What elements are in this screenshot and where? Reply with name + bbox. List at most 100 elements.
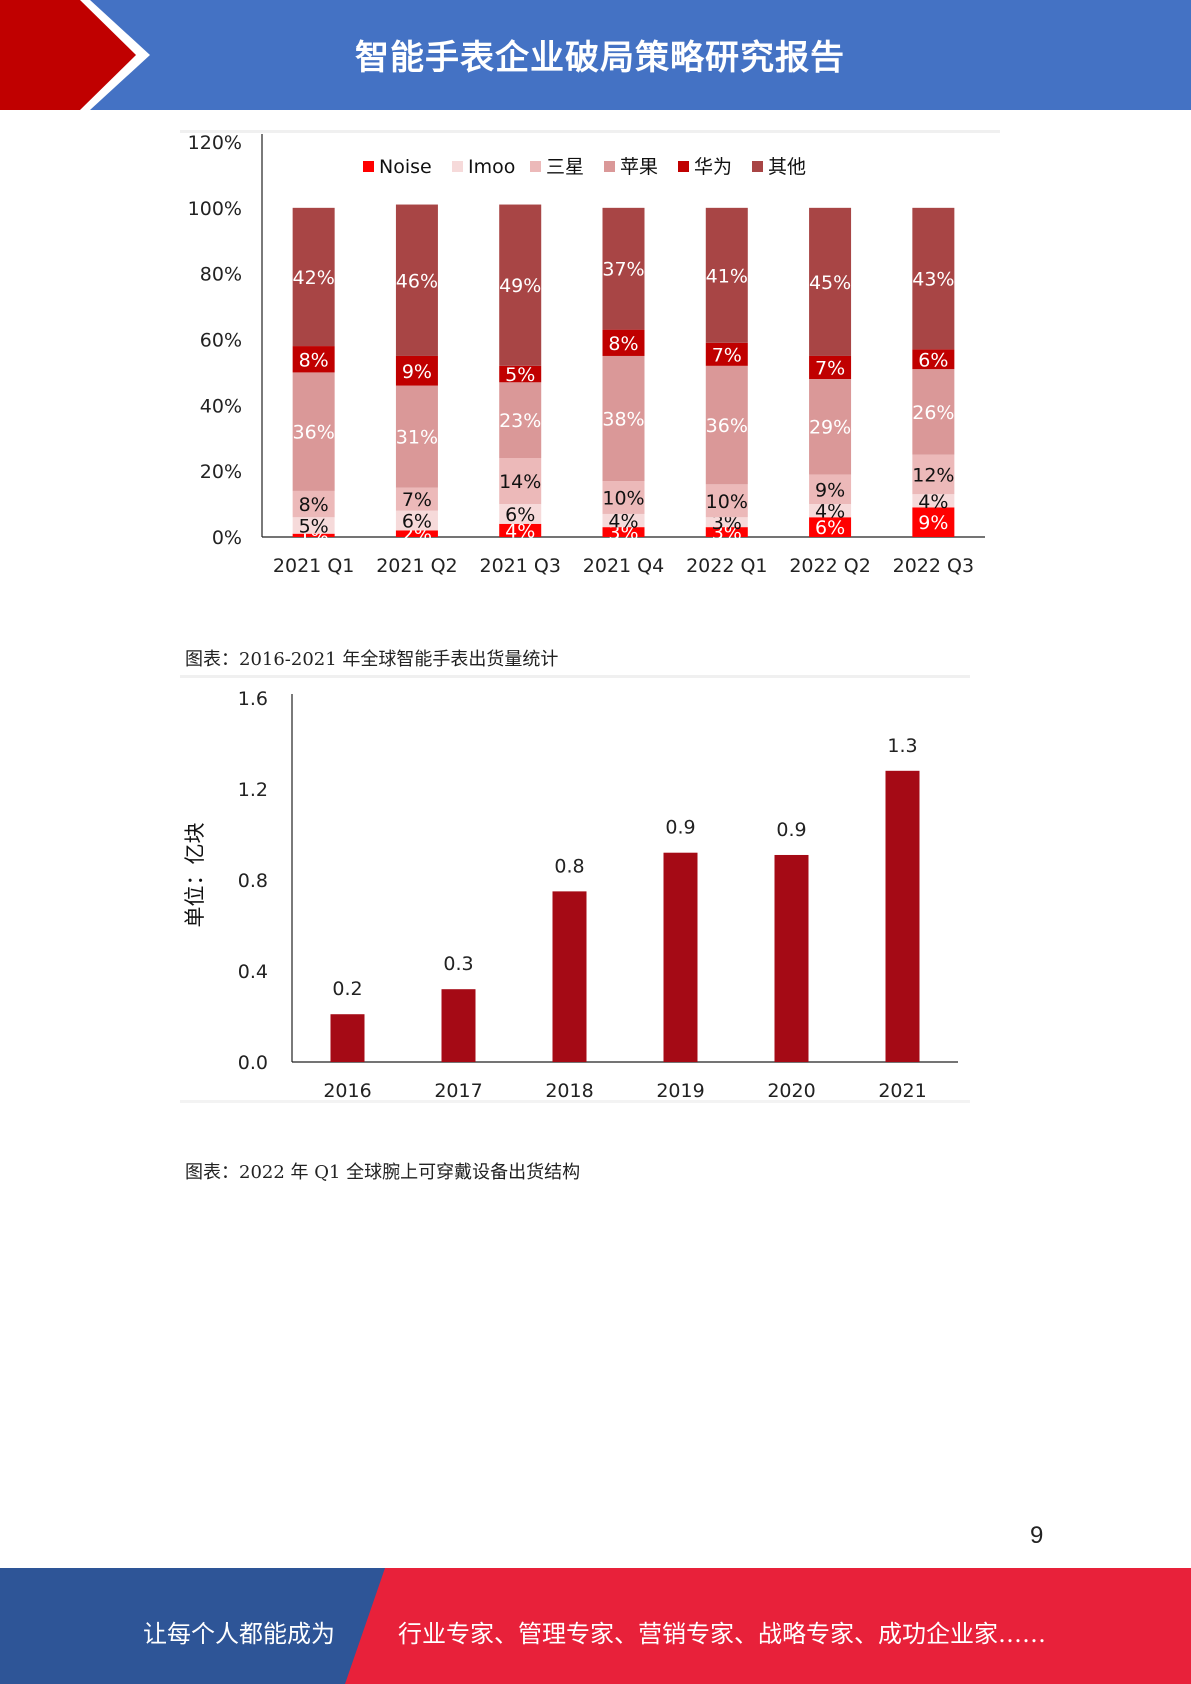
bar-segment xyxy=(705,517,748,528)
x-tick-label: 2021 xyxy=(878,1080,926,1102)
x-tick-label: 2022 Q1 xyxy=(686,555,767,577)
page-header: 智能手表企业破局策略研究报告 xyxy=(0,0,1191,110)
bar-segment xyxy=(395,487,438,511)
bar-segment xyxy=(395,385,438,488)
data-label: 31% xyxy=(396,427,438,449)
data-label: 9% xyxy=(815,479,845,501)
x-tick-label: 2022 Q3 xyxy=(893,555,974,577)
data-label: 37% xyxy=(602,259,644,281)
bar-segment xyxy=(292,207,335,347)
bar-segment xyxy=(809,504,852,518)
data-label: 43% xyxy=(912,269,954,291)
data-label: 41% xyxy=(706,265,748,287)
bar-segment xyxy=(912,349,955,370)
chart-top-border xyxy=(180,130,1000,133)
legend-label: 苹果 xyxy=(620,156,658,178)
value-label: 1.3 xyxy=(887,735,917,757)
y-tick-label: 0.4 xyxy=(238,961,268,983)
y-tick-label: 80% xyxy=(200,264,242,286)
x-tick-label: 2016 xyxy=(323,1080,371,1102)
bar xyxy=(330,1014,365,1062)
bar-segment xyxy=(499,204,542,366)
data-label: 12% xyxy=(912,464,954,486)
data-label: 23% xyxy=(499,410,541,432)
data-label: 36% xyxy=(293,422,335,444)
value-label: 0.3 xyxy=(443,953,473,975)
bar-segment xyxy=(912,207,955,350)
legend-swatch xyxy=(452,161,463,172)
bar-segment xyxy=(499,458,542,505)
header-arrow-decoration xyxy=(0,0,150,110)
y-tick-label: 60% xyxy=(200,330,242,352)
bar-segment xyxy=(395,355,438,386)
y-tick-label: 0.8 xyxy=(238,870,268,892)
y-tick-label: 0.0 xyxy=(238,1052,268,1074)
caption-wearables-structure: 图表：2022 年 Q1 全球腕上可穿戴设备出货结构 xyxy=(185,1162,581,1183)
bar-segment xyxy=(602,355,645,482)
bar-segment xyxy=(705,365,748,485)
page-number: 9 xyxy=(1030,1522,1044,1549)
bar xyxy=(774,854,809,1062)
bar-segment xyxy=(705,207,748,343)
y-tick-label: 40% xyxy=(200,395,242,417)
x-tick-label: 2019 xyxy=(656,1080,704,1102)
bar-segment xyxy=(395,510,438,531)
bar-segment xyxy=(395,530,438,537)
data-label: 38% xyxy=(602,409,644,431)
bar-segment xyxy=(292,372,335,491)
data-label: 3% xyxy=(608,522,638,544)
data-label: 10% xyxy=(602,488,644,510)
bar xyxy=(441,989,476,1062)
x-tick-label: 2017 xyxy=(434,1080,482,1102)
data-label: 46% xyxy=(396,270,438,292)
bar xyxy=(552,891,587,1062)
x-tick-label: 2021 Q4 xyxy=(583,555,664,577)
bar-segment xyxy=(705,484,748,518)
data-label: 4% xyxy=(918,491,948,513)
y-tick-label: 1.2 xyxy=(238,779,268,801)
legend-swatch xyxy=(752,161,763,172)
y-tick-label: 20% xyxy=(200,461,242,483)
report-title: 智能手表企业破局策略研究报告 xyxy=(355,38,845,78)
data-label: 8% xyxy=(608,333,638,355)
value-label: 0.8 xyxy=(554,855,584,877)
data-label: 7% xyxy=(815,357,845,379)
data-label: 6% xyxy=(918,349,948,371)
data-label: 49% xyxy=(499,275,541,297)
bar-segment xyxy=(809,355,852,379)
data-label: 26% xyxy=(912,402,954,424)
bar-segment xyxy=(809,517,852,537)
bar-segment xyxy=(705,527,748,537)
x-tick-label: 2021 Q3 xyxy=(479,555,560,577)
data-label: 3% xyxy=(712,512,742,534)
bar-segment xyxy=(499,365,542,383)
x-tick-label: 2018 xyxy=(545,1080,593,1102)
bar-segment xyxy=(602,527,645,537)
bar-segment xyxy=(912,494,955,508)
bar-segment xyxy=(499,504,542,524)
data-label: 7% xyxy=(402,489,432,511)
value-label: 0.2 xyxy=(332,978,362,1000)
y-tick-label: 0% xyxy=(212,527,242,549)
bar-segment xyxy=(912,369,955,455)
data-label: 8% xyxy=(299,494,329,516)
footer-slogan-right: 行业专家、管理专家、营销专家、战略专家、成功企业家…… xyxy=(398,1620,1046,1648)
data-label: 6% xyxy=(815,517,845,539)
data-label: 42% xyxy=(293,267,335,289)
data-label: 45% xyxy=(809,272,851,294)
legend-label: 华为 xyxy=(694,156,732,178)
data-label: 29% xyxy=(809,417,851,439)
market-share-stacked-bar-chart: 0% 20% 40% 60% 80% 100% 120% Noise Imoo 三星 苹果 华为 其他 1… xyxy=(180,130,1000,577)
bar-segment xyxy=(602,513,645,528)
y-tick-label: 1.6 xyxy=(238,688,268,710)
bar-segment xyxy=(395,204,438,356)
data-label: 6% xyxy=(505,504,535,526)
shipments-bar-chart: 0.0 0.4 0.8 1.2 1.6 单位：亿块 0.2 2016 0.3 2017 0.8 201… xyxy=(180,675,970,1103)
bar xyxy=(885,770,920,1062)
bar-segment xyxy=(292,346,335,373)
bar-segment xyxy=(292,517,335,534)
x-tick-label: 2021 Q1 xyxy=(273,555,354,577)
x-tick-label: 2020 xyxy=(767,1080,815,1102)
bar-segment xyxy=(292,490,335,518)
legend-label: 三星 xyxy=(546,156,584,178)
